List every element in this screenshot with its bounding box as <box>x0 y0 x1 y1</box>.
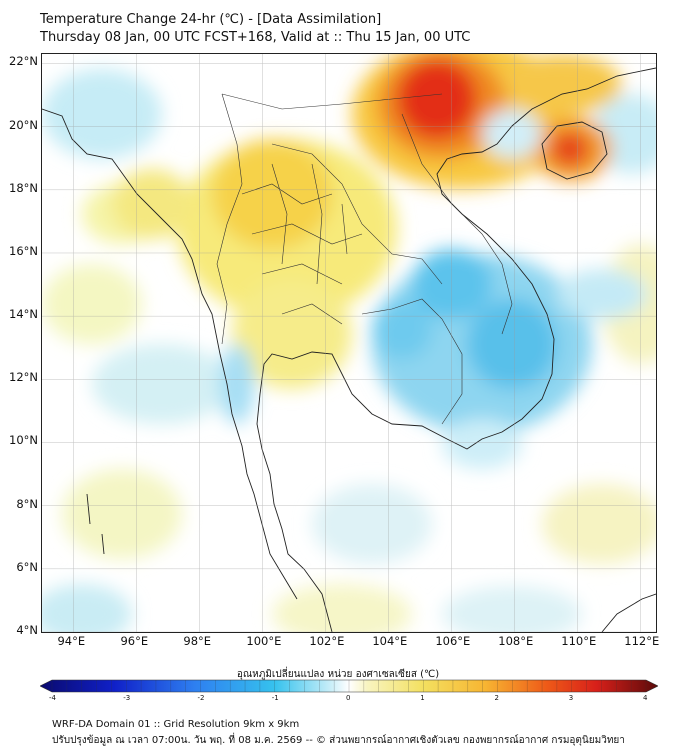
pale-warm-patch <box>42 264 142 344</box>
lon-label: 104°E <box>372 634 408 648</box>
pale-warm-patch <box>272 584 412 632</box>
max-anomaly-north-vietnam <box>397 59 477 139</box>
lat-label: 10°N <box>9 433 38 448</box>
lat-label: 6°N <box>16 559 38 574</box>
border-cambodia <box>361 298 463 425</box>
warm-anomaly-south-china <box>502 54 622 114</box>
lat-label: 22°N <box>9 54 38 69</box>
colorbar-label: อุณหภูมิเปลี่ยนแปลง หน่วย องศาเซลเซียส (… <box>236 669 440 680</box>
map-panel <box>41 53 657 633</box>
graticule <box>42 54 656 632</box>
pale-cool-patch <box>42 69 162 159</box>
lon-label: 110°E <box>561 634 597 648</box>
pale-cool-patch <box>42 584 132 632</box>
colorbar-tick-label: 3 <box>568 694 574 702</box>
footer-credit: ปรับปรุงข้อมูล ณ เวลา 07:00น. วัน พฤ. ที… <box>52 735 625 746</box>
coastline-hainan <box>541 121 608 180</box>
border-thailand-laos <box>271 143 443 285</box>
lon-label: 96°E <box>120 634 149 648</box>
coastline-peninsula-east <box>256 67 656 632</box>
border-myanmar-thailand <box>216 93 243 345</box>
warm-anomaly-central-thailand <box>232 279 352 389</box>
map-subtitle: Thursday 08 Jan, 00 UTC FCST+168, Valid … <box>40 30 471 45</box>
colorbar-tick-label: -3 <box>123 694 131 702</box>
pale-warm-patch <box>542 484 656 564</box>
lat-label: 12°N <box>9 370 38 385</box>
colorbar <box>40 679 658 693</box>
pale-cool-patch <box>312 484 432 564</box>
province-lines <box>241 163 363 325</box>
lat-label: 8°N <box>16 496 38 511</box>
country-borders <box>216 93 513 425</box>
pale-cool-patch <box>442 586 582 632</box>
colorbar-tick-label: -4 <box>49 694 56 702</box>
coastline-borneo <box>601 593 656 632</box>
colorbar-tick-label: 0 <box>346 694 351 702</box>
lat-label: 18°N <box>9 180 38 195</box>
cool-anomaly-peninsula <box>219 344 255 424</box>
colorbar-tick-label: 4 <box>643 694 648 702</box>
warm-anomaly-myanmar <box>112 169 192 239</box>
cool-anomaly-sea <box>557 269 647 319</box>
lon-label: 94°E <box>57 634 86 648</box>
footer-model-info: WRF-DA Domain 01 :: Grid Resolution 9km … <box>52 719 300 730</box>
temperature-map <box>42 54 656 632</box>
colorbar-tick-label: 1 <box>420 694 425 702</box>
lat-label: 14°N <box>9 307 38 322</box>
pale-warm-patch <box>62 469 182 559</box>
max-anomaly-hainan <box>550 131 590 167</box>
lon-label: 102°E <box>309 634 345 648</box>
colorbar-tick-label: -1 <box>271 694 279 702</box>
cool-core-laos <box>412 249 492 319</box>
warm-anomaly-north-thailand <box>212 139 332 249</box>
lon-label: 112°E <box>624 634 660 648</box>
map-title: Temperature Change 24-hr (℃) - [Data Ass… <box>40 12 382 27</box>
coastlines <box>42 67 656 632</box>
lon-label: 108°E <box>498 634 534 648</box>
lon-label: 98°E <box>183 634 212 648</box>
lat-label: 4°N <box>16 623 38 637</box>
border-laos-vietnam <box>401 113 513 335</box>
lat-label: 16°N <box>9 243 38 258</box>
pale-cool-patch <box>92 344 232 424</box>
lon-label: 100°E <box>246 634 282 648</box>
anomaly-field <box>42 54 656 632</box>
cool-core-cambodia <box>372 299 432 359</box>
colorbar-tick-label: -2 <box>197 694 205 702</box>
coastline-andaman <box>86 493 105 555</box>
lat-label: 20°N <box>9 117 38 132</box>
colorbar-tick-label: 2 <box>494 694 499 702</box>
cool-core-vietnam <box>467 299 557 389</box>
border-china <box>221 93 443 110</box>
lon-label: 106°E <box>435 634 471 648</box>
cool-anomaly-tonkin <box>482 109 542 159</box>
coastline-mainland <box>42 108 298 600</box>
